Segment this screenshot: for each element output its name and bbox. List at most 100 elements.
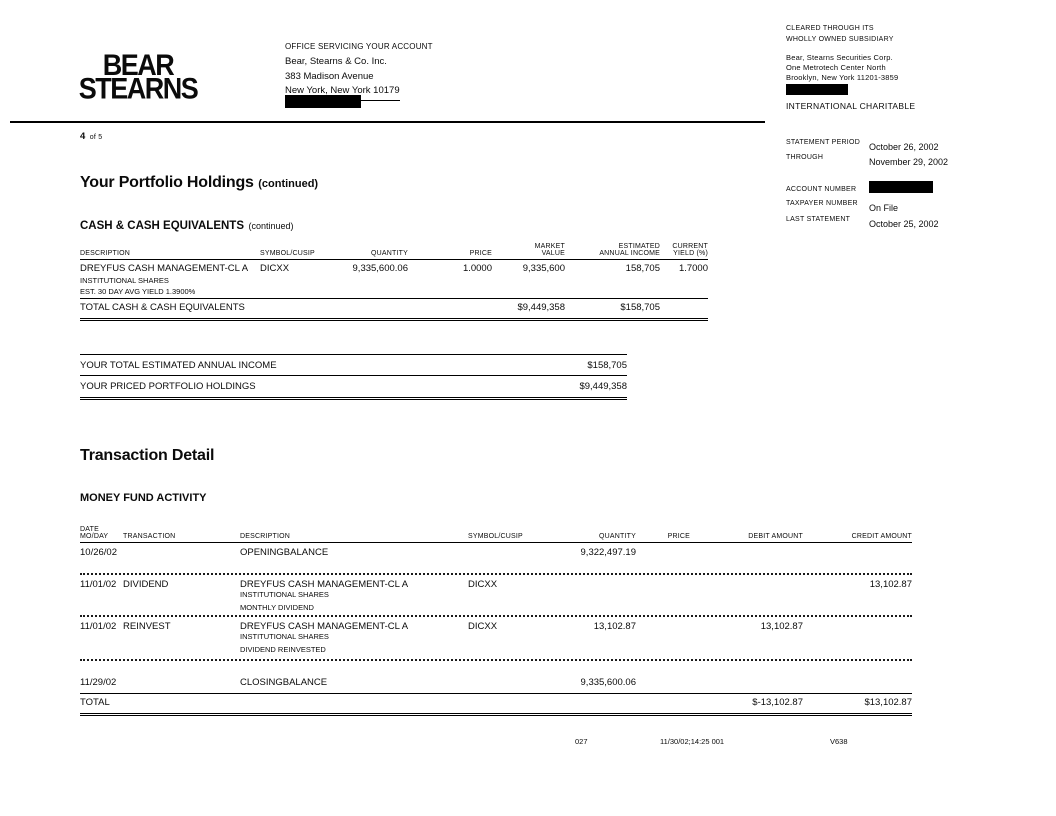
holdings-header-annual-income: ESTIMATED ANNUAL INCOME — [599, 243, 660, 257]
cleared-addr-1: Bear, Stearns Securities Corp. — [786, 53, 893, 62]
holdings-total-row: TOTAL CASH & CASH EQUIVALENTS $9,449,358… — [80, 299, 708, 317]
page-of: of 5 — [89, 134, 103, 141]
holdings-table: DESCRIPTION SYMBOL/CUSIP QUANTITY PRICE … — [80, 243, 708, 321]
statement-period-row: STATEMENT PERIOD October 26, 2002 — [786, 137, 1006, 155]
summary-income-label: YOUR TOTAL ESTIMATED ANNUAL INCOME — [80, 360, 277, 371]
tx-dotted-separator — [80, 573, 912, 575]
tx-desc-line-2: INSTITUTIONAL SHARES — [240, 632, 329, 641]
tx-quantity: 9,335,600.06 — [580, 677, 636, 688]
account-number-row: ACCOUNT NUMBER — [786, 184, 1006, 202]
tx-date: 10/26/02 — [80, 547, 117, 558]
tx-header-price: PRICE — [667, 533, 690, 540]
footer-timestamp: 11/30/02;14:25 001 — [660, 737, 725, 746]
tx-total-row: TOTAL $-13,102.87 $13,102.87 — [80, 694, 912, 712]
footer-version: V638 — [830, 737, 848, 746]
tx-price — [636, 579, 690, 612]
position-quantity: 9,335,600.06 — [352, 263, 408, 274]
tx-dotted-separator — [80, 659, 912, 661]
redacted-subsidiary-bar — [786, 84, 848, 95]
position-symbol: DICXX — [260, 263, 290, 274]
position-description: DREYFUS CASH MANAGEMENT-CL A — [80, 263, 249, 274]
transactions-section-heading: MONEY FUND ACTIVITY — [80, 492, 207, 504]
tx-desc-line-3: DIVIDEND REINVESTED — [240, 644, 326, 654]
statement-period-value: October 26, 2002 — [869, 142, 939, 152]
tx-symbol: DICXX — [468, 621, 498, 632]
holdings-section-note: (continued) — [248, 221, 294, 231]
cleared-line-1: CLEARED THROUGH ITS — [786, 25, 874, 32]
tx-transaction — [123, 547, 240, 558]
transactions-title: Transaction Detail — [80, 447, 215, 464]
holdings-bottom-rule — [80, 318, 708, 321]
taxpayer-label: TAXPAYER NUMBER — [786, 200, 858, 207]
position-price: 1.0000 — [462, 263, 492, 274]
tx-desc-line-1: DREYFUS CASH MANAGEMENT-CL A — [240, 621, 409, 632]
tx-debit — [690, 547, 803, 558]
tx-total-label: TOTAL — [80, 697, 110, 708]
tx-transaction: REINVEST — [123, 621, 171, 632]
holdings-header-quantity: QUANTITY — [371, 250, 408, 257]
tx-price — [636, 547, 690, 558]
tx-header-date: DATE MO/DAY — [80, 526, 109, 540]
tx-symbol: DICXX — [468, 579, 498, 590]
cleared-addr-2: One Metrotech Center North — [786, 63, 886, 72]
office-address-block: OFFICE SERVICING YOUR ACCOUNT Bear, Stea… — [285, 42, 433, 101]
office-line-2: 383 Madison Avenue — [285, 70, 374, 82]
holdings-section-text: CASH & CASH EQUIVALENTS — [80, 220, 244, 232]
holdings-total-annual-income: $158,705 — [620, 302, 660, 313]
tx-description: DREYFUS CASH MANAGEMENT-CL A INSTITUTION… — [240, 621, 468, 654]
tx-header-description: DESCRIPTION — [240, 533, 291, 540]
statement-period-label: STATEMENT PERIOD — [786, 139, 861, 146]
tx-symbol — [468, 547, 558, 558]
footer-run-number: 027 — [575, 737, 588, 746]
holdings-title-note: (continued) — [258, 178, 319, 190]
cleared-line-2: WHOLLY OWNED SUBSIDIARY — [786, 35, 894, 43]
summary-table: YOUR TOTAL ESTIMATED ANNUAL INCOME $158,… — [80, 354, 627, 400]
cleared-through-block: CLEARED THROUGH ITS WHOLLY OWNED SUBSIDI… — [786, 24, 898, 83]
tx-date: 11/01/02 — [80, 579, 117, 590]
tx-row-reinvest: 11/01/02 REINVEST DREYFUS CASH MANAGEMEN… — [80, 617, 912, 659]
summary-holdings-value: $9,449,358 — [579, 381, 627, 392]
logo-line-stearns: STEARNS — [78, 72, 199, 106]
last-statement-row: LAST STATEMENT October 25, 2002 — [786, 214, 1006, 232]
holdings-header-yield: CURRENT YIELD (%) — [672, 243, 708, 257]
tx-quantity — [558, 579, 636, 612]
summary-top-rule — [80, 354, 627, 355]
holdings-section-heading: CASH & CASH EQUIVALENTS (continued) — [80, 216, 293, 234]
account-name: INTERNATIONAL CHARITABLE — [786, 101, 916, 111]
tx-price — [636, 621, 690, 654]
redacted-account-number-bar — [869, 181, 933, 193]
taxpayer-value: On File — [869, 203, 899, 213]
tx-transaction — [123, 677, 240, 688]
position-market-value: 9,335,600 — [522, 263, 565, 274]
position-yield: 1.7000 — [678, 263, 708, 274]
tx-bottom-rule — [80, 713, 912, 716]
tx-quantity: 13,102.87 — [593, 621, 636, 632]
summary-mid-rule — [80, 375, 627, 376]
tx-quantity: 9,322,497.19 — [580, 547, 636, 558]
tx-header-transaction: TRANSACTION — [123, 533, 176, 540]
last-statement-value: October 25, 2002 — [869, 219, 939, 229]
tx-row-dividend: 11/01/02 DIVIDEND DREYFUS CASH MANAGEMEN… — [80, 575, 912, 615]
tx-credit — [803, 621, 912, 654]
redacted-office-bar — [285, 95, 361, 108]
taxpayer-row: TAXPAYER NUMBER On File — [786, 198, 1006, 216]
holdings-header-symbol: SYMBOL/CUSIP — [260, 250, 315, 257]
holdings-header-market-value: MARKET VALUE — [534, 243, 565, 257]
holdings-header-description: DESCRIPTION — [80, 250, 131, 257]
logo-line-bear: BEAR — [102, 48, 175, 82]
tx-total-debit: $-13,102.87 — [752, 697, 803, 708]
tx-date: 11/29/02 — [80, 677, 117, 688]
header-divider — [10, 121, 765, 123]
holdings-title: Your Portfolio Holdings (continued) — [80, 174, 318, 192]
holdings-total-market-value: $9,449,358 — [517, 302, 565, 313]
tx-symbol — [468, 677, 558, 688]
tx-credit — [803, 547, 912, 558]
position-subline-1: INSTITUTIONAL SHARES — [80, 276, 169, 285]
summary-bottom-rule — [80, 397, 627, 400]
tx-description: OPENINGBALANCE — [240, 547, 329, 558]
summary-row-holdings: YOUR PRICED PORTFOLIO HOLDINGS $9,449,35… — [80, 376, 627, 396]
transactions-header-row: DATE MO/DAY TRANSACTION DESCRIPTION SYMB… — [80, 526, 912, 543]
through-label: THROUGH — [786, 154, 824, 161]
position-subline-2: EST. 30 DAY AVG YIELD 1.3900% — [80, 287, 196, 296]
transactions-table: DATE MO/DAY TRANSACTION DESCRIPTION SYMB… — [80, 526, 912, 716]
